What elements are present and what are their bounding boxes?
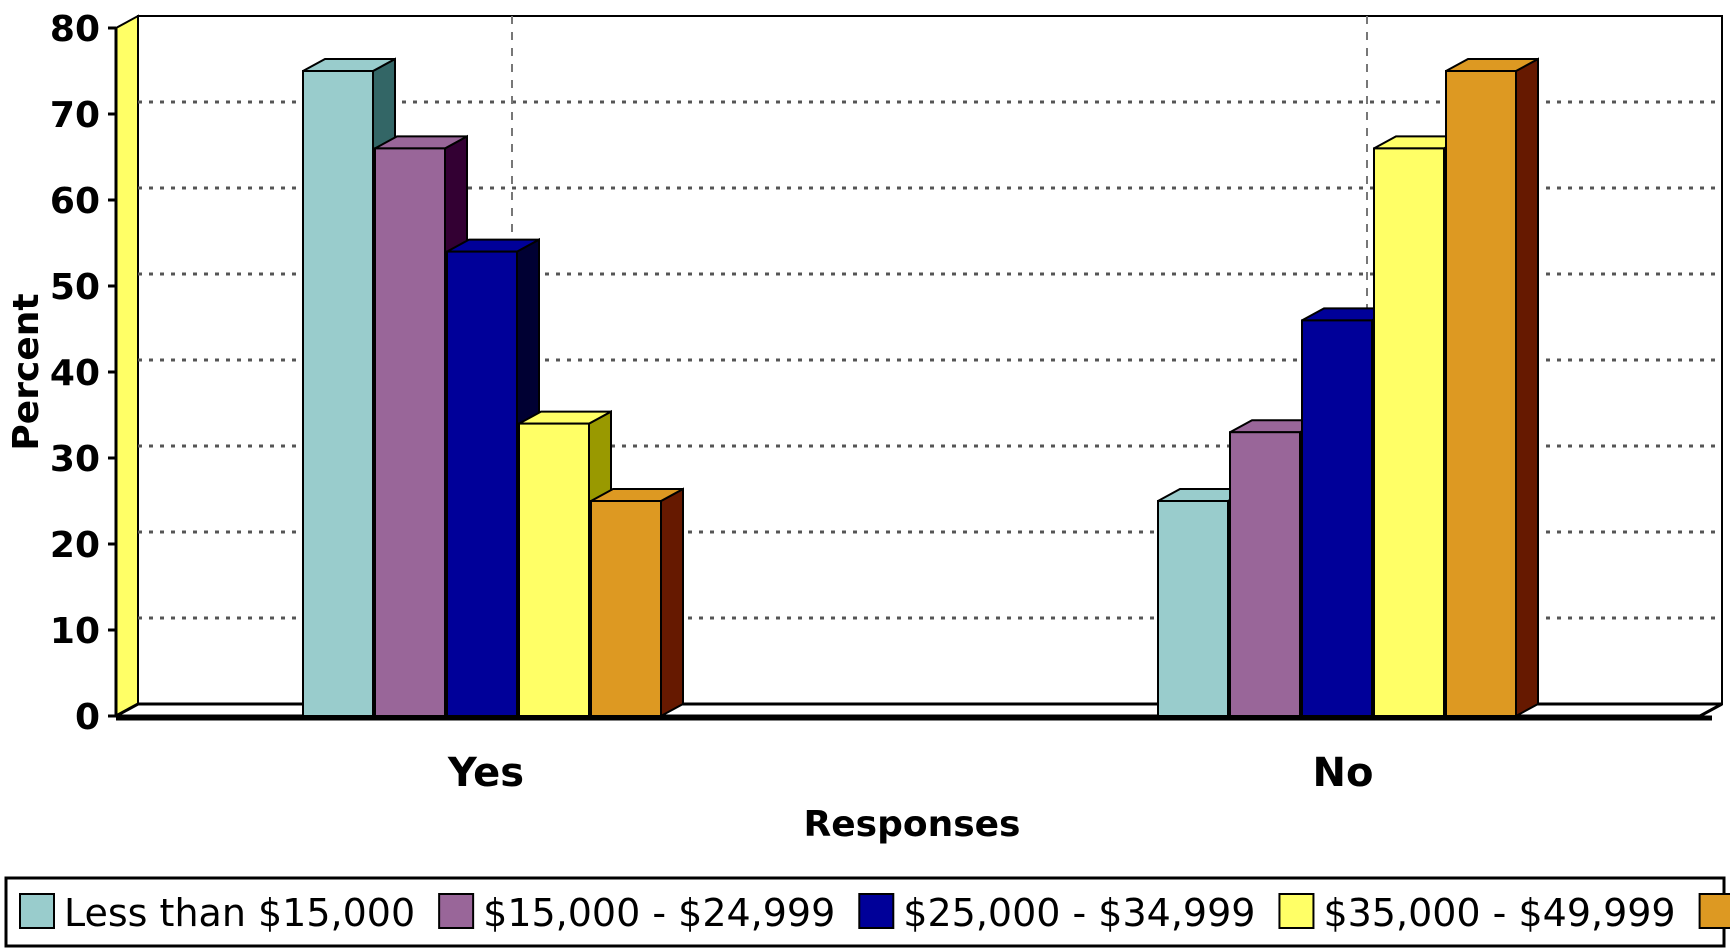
y-axis-side-wall xyxy=(115,14,139,718)
x-axis-title: Responses xyxy=(804,804,1021,845)
bar-front xyxy=(302,70,374,717)
legend-item-1: $15,000 - $24,999 xyxy=(438,891,835,935)
y-axis-title: Percent xyxy=(6,293,47,450)
legend-swatch xyxy=(1698,893,1730,929)
legend-swatch xyxy=(858,893,895,929)
bar-front xyxy=(1229,431,1301,717)
legend-swatch xyxy=(1278,893,1315,929)
y-tick-label-20: 20 xyxy=(50,525,100,566)
legend-item-2: $25,000 - $34,999 xyxy=(858,891,1255,935)
y-tick-label-0: 0 xyxy=(75,697,100,738)
x-tick-label-no: No xyxy=(1313,750,1374,796)
legend-label: $15,000 - $24,999 xyxy=(483,891,835,935)
bar-front xyxy=(1157,500,1229,717)
y-tick-label-10: 10 xyxy=(50,611,100,652)
legend-label: Less than $15,000 xyxy=(64,891,415,935)
legend-item-4: $50,000+ xyxy=(1698,893,1730,929)
bar-side xyxy=(1515,57,1539,718)
bar-front xyxy=(1373,147,1445,717)
bar-side xyxy=(660,487,684,718)
y-tick-label-30: 30 xyxy=(50,439,100,480)
legend-item-3: $35,000 - $49,999 xyxy=(1278,891,1676,935)
legend-label: $35,000 - $49,999 xyxy=(1323,891,1675,935)
y-tick-label-70: 70 xyxy=(50,95,100,136)
bar-no-4 xyxy=(1445,57,1539,718)
bar-front xyxy=(590,500,662,717)
y-tick-label-40: 40 xyxy=(50,353,100,394)
legend-label: $25,000 - $34,999 xyxy=(903,891,1255,935)
bar-front xyxy=(1301,319,1373,717)
bar-yes-2 xyxy=(446,237,540,718)
bar-yes-4 xyxy=(590,487,684,718)
bar-front xyxy=(374,147,446,717)
x-tick-label-yes: Yes xyxy=(447,750,524,796)
y-tick-label-60: 60 xyxy=(50,181,100,222)
y-tick-label-80: 80 xyxy=(50,9,100,50)
bar-front xyxy=(446,250,518,717)
y-tick-label-50: 50 xyxy=(50,267,100,308)
bar-front xyxy=(518,422,590,717)
bar-front xyxy=(1445,70,1517,717)
legend-swatch xyxy=(19,893,55,929)
legend-item-0: Less than $15,000 xyxy=(19,891,415,935)
legend-swatch xyxy=(438,893,475,929)
